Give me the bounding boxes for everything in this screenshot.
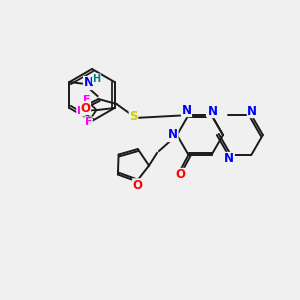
- Text: N: N: [208, 105, 218, 118]
- Text: S: S: [129, 110, 138, 124]
- Text: N: N: [83, 76, 94, 89]
- Text: F: F: [77, 106, 84, 116]
- Text: O: O: [133, 179, 143, 192]
- Text: N: N: [247, 105, 257, 118]
- Text: N: N: [168, 128, 178, 142]
- Text: F: F: [83, 95, 90, 105]
- Text: H: H: [92, 74, 101, 84]
- Text: N: N: [206, 103, 217, 117]
- Text: O: O: [80, 101, 91, 115]
- Text: O: O: [176, 168, 185, 182]
- Text: N: N: [224, 152, 234, 165]
- Text: F: F: [85, 117, 92, 127]
- Text: N: N: [182, 103, 191, 117]
